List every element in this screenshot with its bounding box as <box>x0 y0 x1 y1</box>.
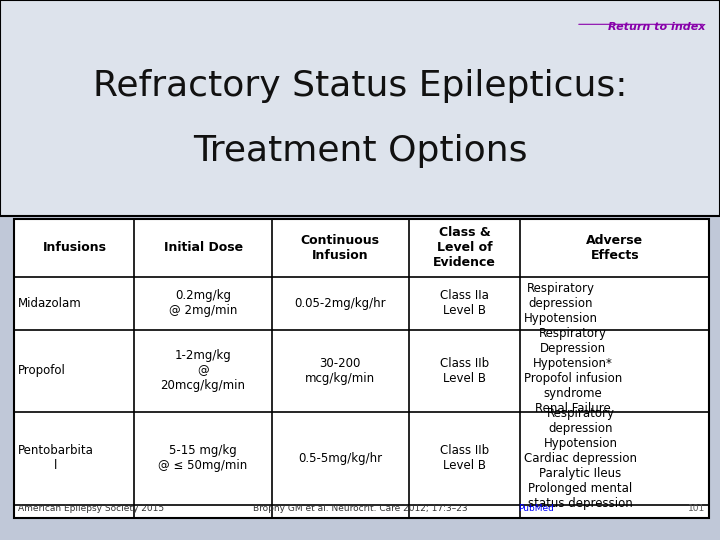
Text: 101: 101 <box>688 504 706 514</box>
Text: 1-2mg/kg
@
20mcg/kg/min: 1-2mg/kg @ 20mcg/kg/min <box>161 349 246 392</box>
Text: Respiratory
Depression
Hypotension*
Propofol infusion
syndrome
Renal Failure: Respiratory Depression Hypotension* Prop… <box>524 327 622 415</box>
Text: Continuous
Infusion: Continuous Infusion <box>301 234 380 262</box>
Text: Initial Dose: Initial Dose <box>163 241 243 254</box>
Text: Pentobarbita
l: Pentobarbita l <box>18 444 94 472</box>
Text: 0.5-5mg/kg/hr: 0.5-5mg/kg/hr <box>298 452 382 465</box>
Text: 30-200
mcg/kg/min: 30-200 mcg/kg/min <box>305 357 375 385</box>
Text: 0.05-2mg/kg/hr: 0.05-2mg/kg/hr <box>294 297 386 310</box>
Text: Respiratory
depression
Hypotension: Respiratory depression Hypotension <box>524 282 598 325</box>
Text: Class &
Level of
Evidence: Class & Level of Evidence <box>433 226 496 269</box>
Text: PubMed: PubMed <box>518 504 554 514</box>
Text: 0.2mg/kg
@ 2mg/min: 0.2mg/kg @ 2mg/min <box>169 289 238 318</box>
Text: Propofol: Propofol <box>18 364 66 377</box>
Text: American Epilepsy Society 2015: American Epilepsy Society 2015 <box>18 504 164 514</box>
Text: Respiratory
depression
Hypotension
Cardiac depression
Paralytic Ileus
Prolonged : Respiratory depression Hypotension Cardi… <box>524 407 637 510</box>
Text: Return to index: Return to index <box>608 22 706 32</box>
Text: Refractory Status Epilepticus:: Refractory Status Epilepticus: <box>93 70 627 103</box>
Text: Adverse
Effects: Adverse Effects <box>586 234 644 262</box>
Text: Class IIb
Level B: Class IIb Level B <box>440 444 490 472</box>
Bar <box>14 219 709 518</box>
Text: Midazolam: Midazolam <box>18 297 82 310</box>
Text: Class IIa
Level B: Class IIa Level B <box>441 289 489 318</box>
Text: Treatment Options: Treatment Options <box>193 134 527 168</box>
Bar <box>0 0 720 216</box>
Text: Brophy GM et al. Neurocrit. Care 2012; 17:3–23: Brophy GM et al. Neurocrit. Care 2012; 1… <box>253 504 467 514</box>
Text: 5-15 mg/kg
@ ≤ 50mg/min: 5-15 mg/kg @ ≤ 50mg/min <box>158 444 248 472</box>
Text: Infusions: Infusions <box>42 241 107 254</box>
Text: Class IIb
Level B: Class IIb Level B <box>440 357 490 385</box>
